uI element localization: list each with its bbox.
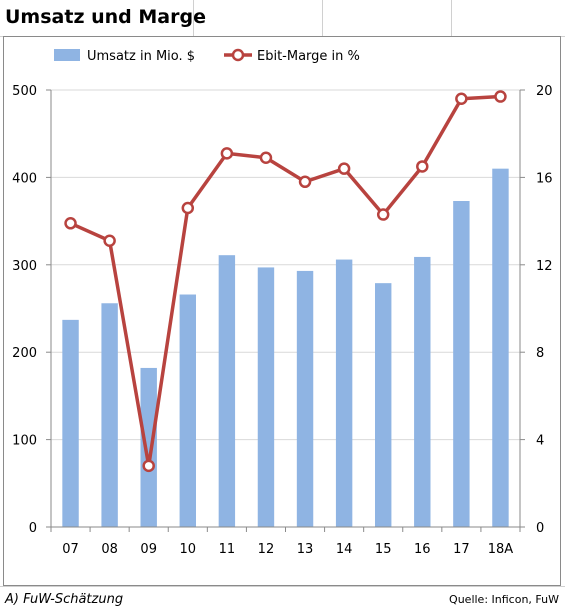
bar — [140, 367, 157, 527]
sheet-gridline — [322, 0, 323, 36]
x-tick-label: 12 — [258, 542, 275, 557]
ebit-marge-line — [69, 94, 501, 468]
y-right-tick-label: 4 — [536, 434, 544, 449]
chart-title: Umsatz und Marge — [5, 6, 206, 28]
line-point — [337, 162, 351, 175]
x-tick-label: 07 — [62, 542, 79, 557]
source-note: Quelle: Inficon, FuW — [449, 593, 559, 606]
sheet-gridline — [193, 0, 194, 36]
line-point — [142, 459, 155, 473]
x-tick-label: 08 — [101, 542, 118, 557]
x-tick-label: 14 — [336, 542, 353, 557]
bar — [453, 200, 470, 528]
x-tick-label: 17 — [453, 542, 470, 557]
y-left-tick-label: 0 — [29, 521, 37, 536]
line-point — [181, 201, 195, 215]
bar — [414, 256, 431, 527]
footer-row: A) FuW-Schätzung Quelle: Inficon, FuW — [0, 586, 565, 610]
bar — [62, 319, 79, 527]
line-point — [259, 151, 273, 164]
line-point — [220, 147, 234, 160]
x-tick-label: 16 — [414, 542, 431, 557]
line-point — [103, 234, 116, 248]
bar — [375, 283, 392, 527]
bar — [257, 267, 275, 527]
y-right-tick-label: 0 — [536, 521, 544, 536]
legend-line-marker — [231, 48, 245, 62]
bar — [179, 294, 196, 527]
bar — [296, 270, 314, 527]
legend-bar-swatch — [54, 49, 80, 61]
y-left-tick-label: 100 — [12, 434, 37, 449]
line-point — [376, 208, 390, 221]
legend-label-umsatz: Umsatz in Mio. $ — [87, 49, 195, 64]
y-left-tick-label: 500 — [12, 84, 37, 99]
legend-label-ebit-marge: Ebit-Marge in % — [257, 49, 360, 64]
y-right-tick-label: 12 — [536, 259, 553, 274]
y-right-tick-label: 20 — [536, 84, 553, 99]
x-tick-label: 18A — [488, 542, 514, 557]
bar — [335, 259, 353, 527]
line-point — [455, 92, 468, 105]
line-point — [298, 175, 312, 189]
y-left-tick-label: 300 — [12, 259, 37, 274]
y-right-tick-label: 8 — [536, 346, 544, 361]
y-left-tick-label: 400 — [12, 171, 37, 186]
bar — [101, 303, 118, 527]
x-tick-label: 10 — [180, 542, 197, 557]
x-tick-label: 15 — [375, 542, 392, 557]
bar — [492, 168, 509, 527]
x-tick-label: 11 — [219, 542, 236, 557]
x-tick-label: 09 — [140, 542, 157, 557]
y-left-tick-label: 200 — [12, 346, 37, 361]
bar — [218, 255, 236, 527]
y-right-tick-label: 16 — [536, 171, 553, 186]
line-point — [64, 217, 77, 230]
footnote: A) FuW-Schätzung — [5, 592, 124, 607]
line-point — [494, 90, 507, 103]
x-tick-label: 13 — [297, 542, 314, 557]
line-point — [416, 160, 429, 173]
sheet-gridline — [451, 0, 452, 36]
